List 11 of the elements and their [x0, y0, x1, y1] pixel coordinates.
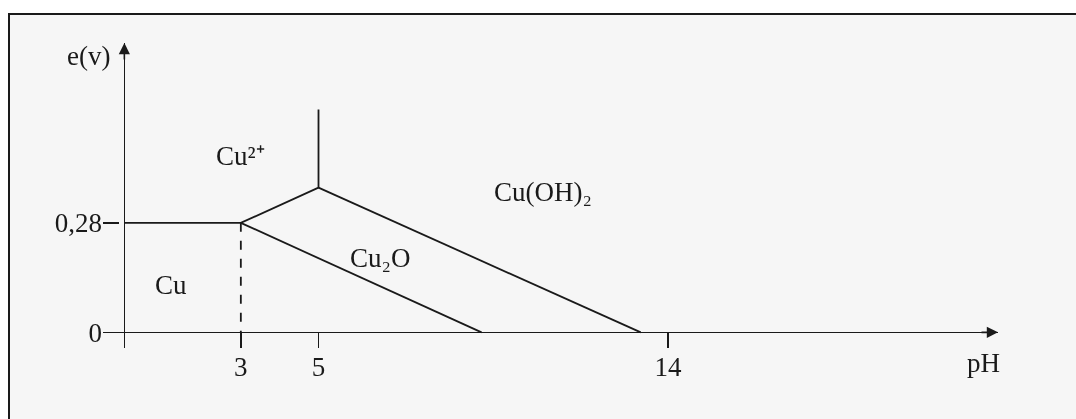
annotation: Cu²⁺	[216, 141, 265, 171]
x-tick-label: 14	[654, 352, 682, 382]
y-tick-label: 0	[88, 317, 102, 348]
x-tick-label: 5	[311, 352, 326, 382]
annotation: Cu₂O	[350, 243, 411, 273]
y-axis-title: e(v)	[67, 41, 111, 71]
y-tick-label: 0,28	[54, 208, 102, 239]
annotation: Cu	[155, 270, 188, 300]
annotation: Cu(OH)₂	[494, 177, 592, 207]
x-axis-title: pH	[967, 348, 1000, 378]
x-tick-label: 3	[234, 352, 248, 382]
